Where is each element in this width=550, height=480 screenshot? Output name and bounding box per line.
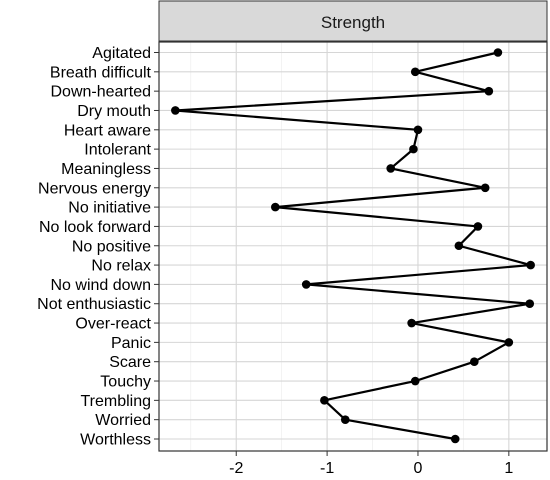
data-point [386,164,396,173]
y-tick-label: Down-hearted [51,84,152,101]
y-tick-label: Heart aware [64,122,151,139]
data-point [493,48,503,57]
data-point [473,222,483,231]
y-tick-label: Intolerant [84,142,151,159]
data-point [470,357,479,367]
y-tick-label: Agitated [92,45,151,62]
data-point [301,280,311,289]
y-tick-label: No positive [72,238,151,255]
data-point [410,67,420,77]
data-point [340,415,350,424]
x-tick-label: 0 [414,460,423,477]
data-point [526,260,535,270]
y-tick-label: Nervous energy [38,180,151,197]
data-point [450,434,460,444]
data-point [271,202,280,212]
y-tick-label: Over-react [75,316,151,333]
y-tick-label: Trembling [80,393,151,410]
y-axis: Agitated Breath difficult Down-hearted Dry … [37,45,159,449]
data-point [413,125,423,135]
y-tick-label: Breath difficult [50,64,152,81]
x-tick-label: -1 [320,460,334,477]
data-point [320,396,329,405]
y-tick-label: Not enthusiastic [37,296,151,313]
grid [159,42,547,451]
data-point [171,106,180,115]
y-tick-label: Panic [111,335,151,352]
data-point [409,144,418,154]
x-tick-label: 1 [504,460,513,477]
facet-strip-background [158,0,548,42]
y-tick-label: No look forward [39,219,151,236]
data-point [525,299,535,309]
data-point [484,86,494,96]
data-point [504,338,514,347]
data-point [454,241,464,251]
y-tick-label: No relax [91,258,151,275]
y-tick-label: Worthless [80,432,151,449]
panel-border [158,41,548,452]
y-tick-label: Scare [109,354,151,371]
data-point [480,183,490,193]
data-point [410,376,420,386]
y-tick-label: Dry mouth [77,103,151,120]
y-tick-label: Touchy [100,374,151,391]
points-layer [171,48,535,444]
y-tick-label: Meaningless [61,161,151,178]
x-tick-label: -2 [229,460,243,477]
facet-strip: Strength [158,0,548,42]
y-tick-label: Worried [95,412,151,429]
y-tick-label: No wind down [51,277,152,294]
x-axis: -2 -1 0 1 [229,451,513,477]
data-point [407,318,416,328]
y-tick-label: No initiative [68,200,151,217]
facet-strip-label: Strength [321,13,385,32]
